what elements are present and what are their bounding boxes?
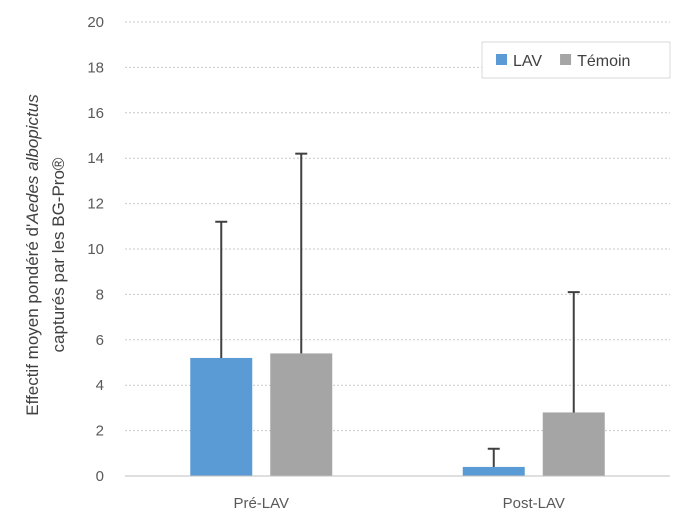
- bar-Témoin-Post-LAV: [542, 412, 605, 476]
- x-tick-label: Post-LAV: [503, 495, 565, 512]
- legend-box: [481, 41, 671, 79]
- y-tick-label: 4: [96, 377, 104, 394]
- y-tick-label: 0: [96, 468, 104, 485]
- gridlines: [125, 21, 670, 432]
- y-tick-label: 12: [87, 196, 104, 213]
- y-axis-label-line2: capturés par les BG-Pro®: [49, 157, 68, 352]
- bars: [190, 353, 605, 476]
- y-tick-label: 10: [87, 241, 104, 258]
- y-tick-label: 6: [96, 332, 104, 349]
- legend-label-Témoin: Témoin: [577, 53, 630, 70]
- error-bars: [215, 152, 580, 467]
- x-tick-label: Pré-LAV: [233, 495, 289, 512]
- y-tick-label: 18: [87, 59, 104, 76]
- bar-Témoin-Pré-LAV: [270, 353, 333, 476]
- legend-label-LAV: LAV: [513, 53, 542, 70]
- y-tick-label: 14: [87, 150, 104, 167]
- legend-swatch-Témoin: [560, 54, 572, 65]
- x-axis-ticks: Pré-LAV Post-LAV: [233, 495, 564, 512]
- y-axis-label-line1: Effectif moyen pondéré d'Aedes albopictu…: [23, 94, 42, 416]
- y-axis-ticks: 0 2 4 6 8 10 12 14 16 18 20: [87, 14, 104, 485]
- legend-swatch-LAV: [496, 54, 507, 65]
- bar-LAV-Post-LAV: [462, 466, 525, 476]
- legend: LAV Témoin: [481, 41, 671, 79]
- y-tick-label: 16: [87, 105, 104, 122]
- y-tick-label: 2: [96, 423, 104, 440]
- y-tick-label: 20: [87, 14, 104, 31]
- bar-LAV-Pré-LAV: [190, 357, 253, 476]
- y-tick-label: 8: [96, 286, 104, 303]
